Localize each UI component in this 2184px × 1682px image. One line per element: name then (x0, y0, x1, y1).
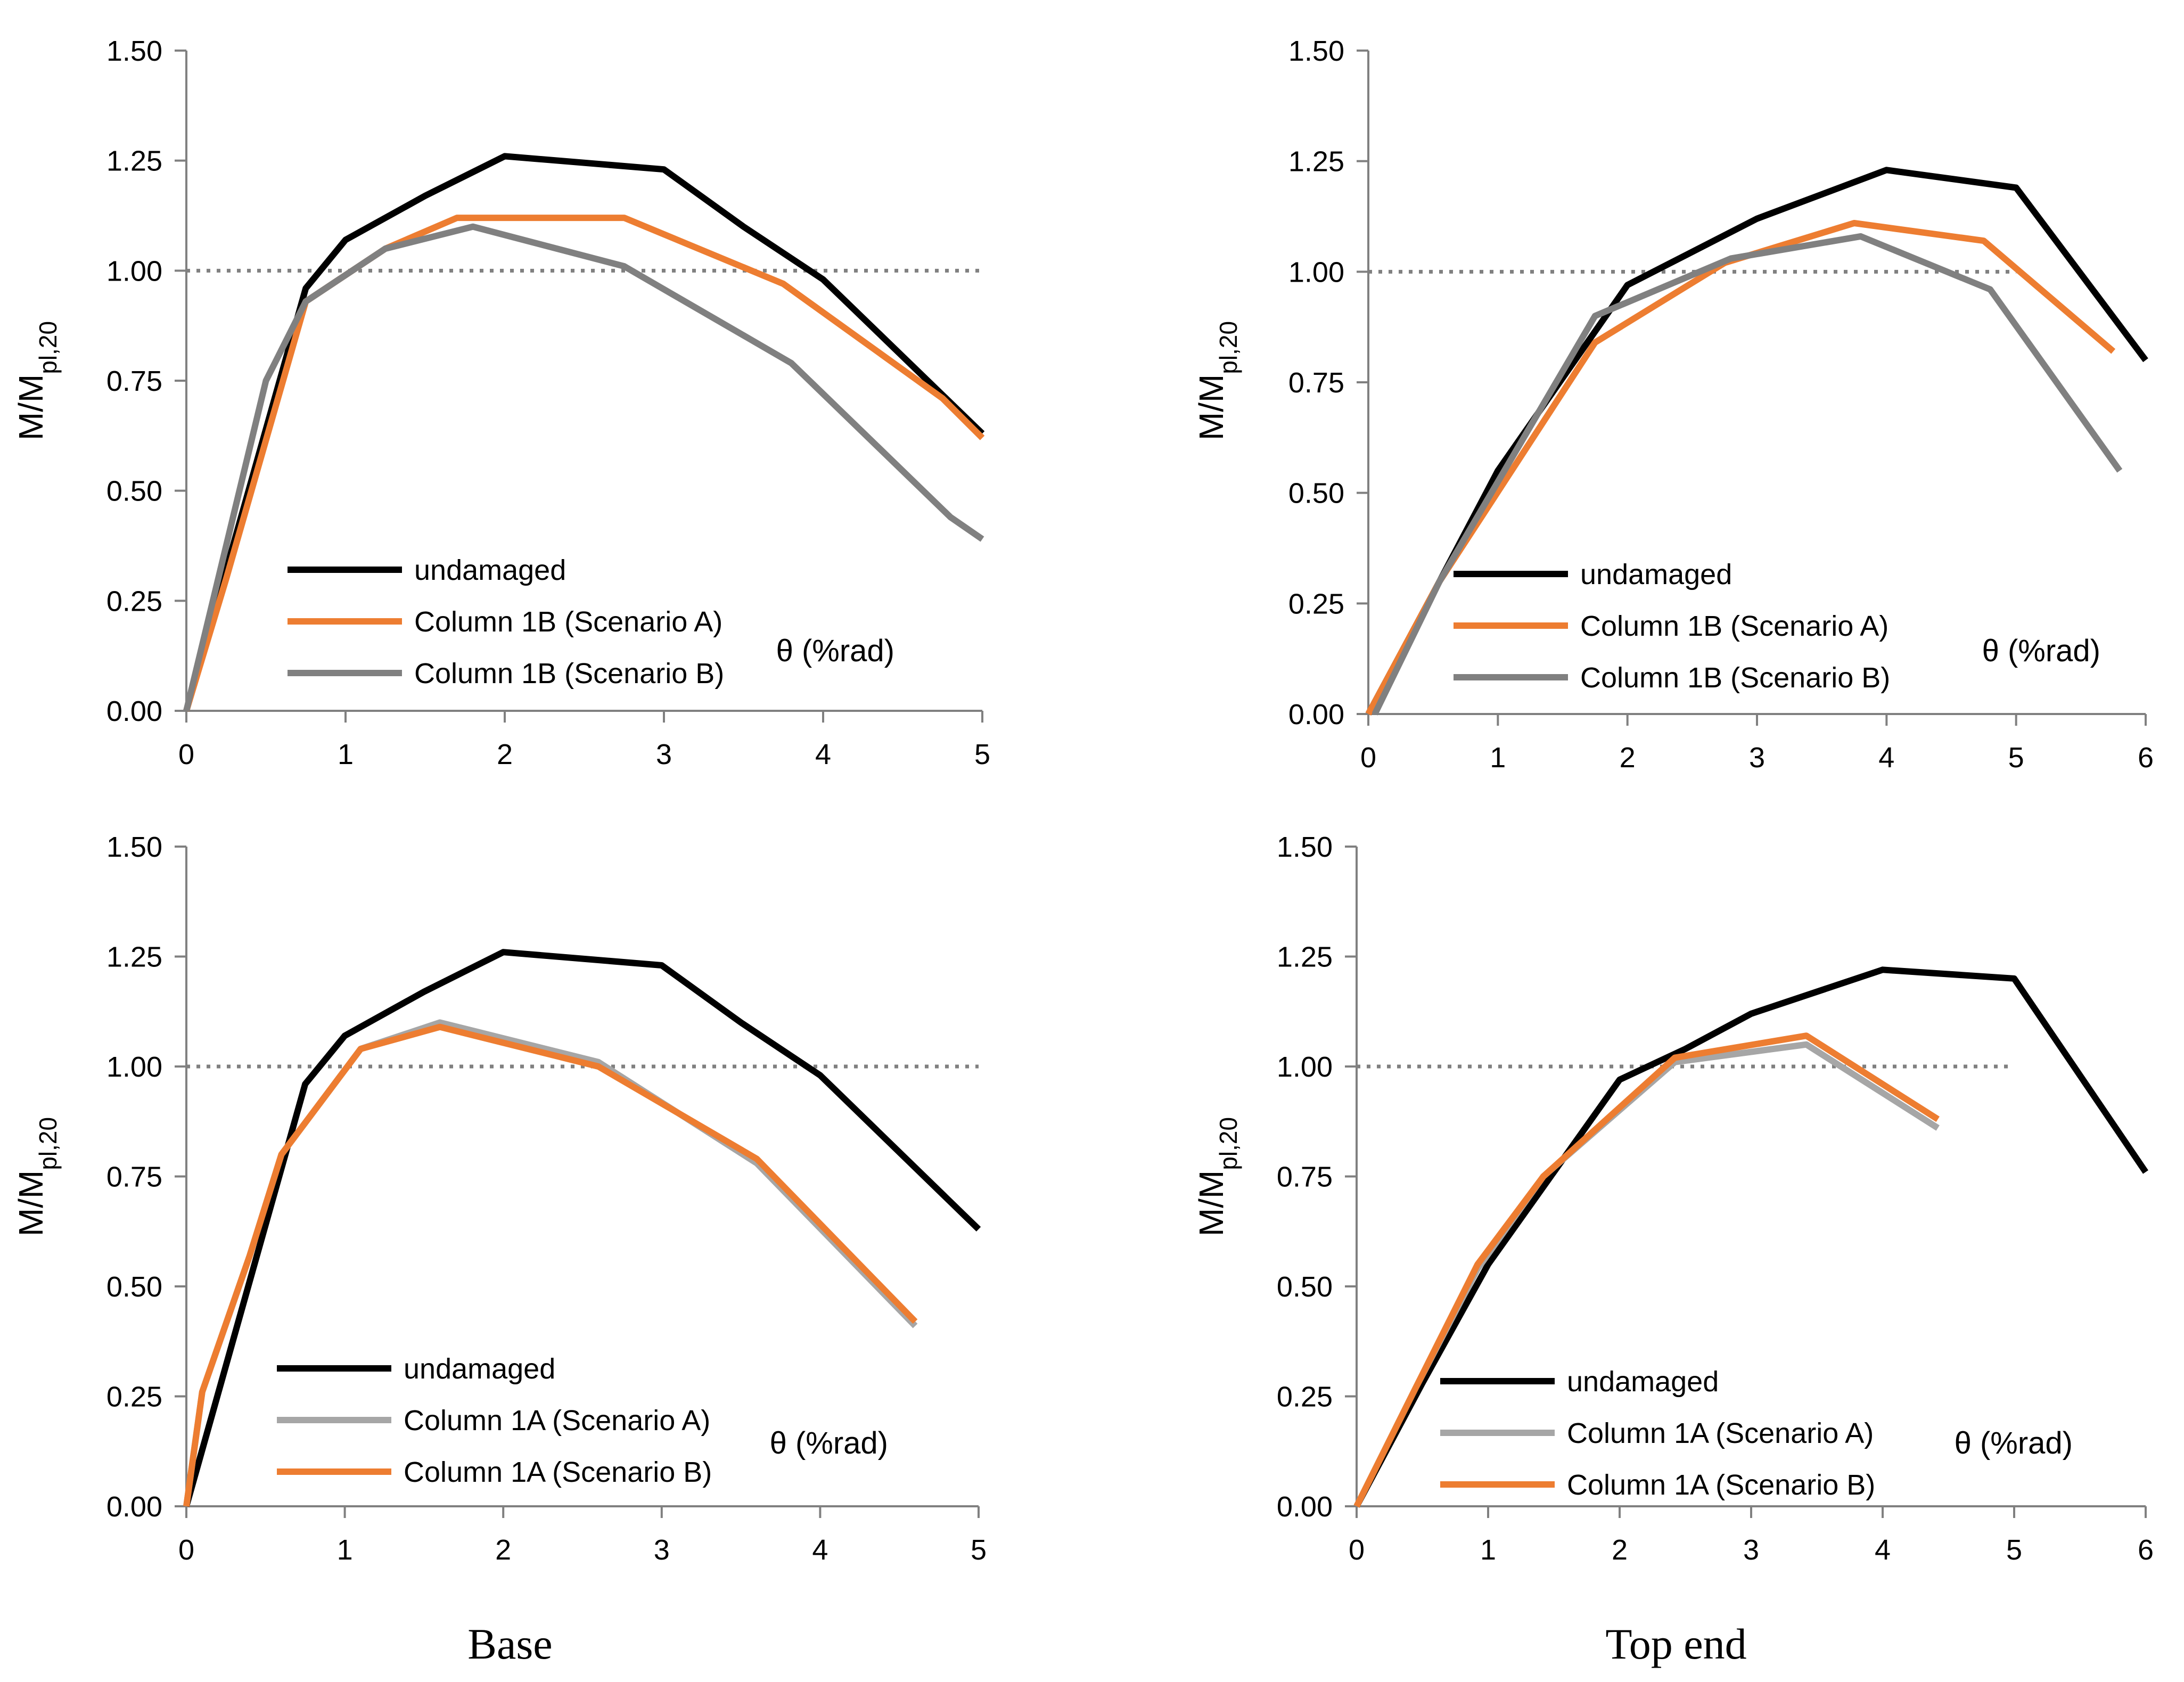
charts-root: 0.00 0.25 0.50 0.75 1.00 1.25 1.50 0 1 2 3 4 5 undama… (12, 35, 2154, 1566)
y-tick-label: 1.50 (106, 831, 162, 863)
legend-label: undamaged (414, 554, 566, 586)
series-line-0 (1353, 966, 2148, 1508)
legend-label: Column 1A (Scenario A) (404, 1405, 710, 1437)
y-tick-label: 0.25 (106, 585, 162, 617)
x-tick-label: 0 (178, 1534, 194, 1566)
y-tick-label: 0.50 (1277, 1271, 1333, 1303)
x-tick-label: 0 (178, 739, 194, 770)
x-tick-label: 5 (2006, 1534, 2022, 1566)
y-tick-label: 1.50 (1277, 831, 1333, 863)
x-tick-label: 4 (1878, 742, 1894, 774)
series-line-2 (1353, 1032, 1940, 1508)
y-tick-label: 0.50 (106, 475, 162, 507)
y-axis-label-subscript: pl,20 (1214, 321, 1242, 374)
y-tick-label: 1.50 (1288, 35, 1344, 67)
y-tick-label: 0.75 (106, 365, 162, 397)
x-tick-label: 5 (971, 1534, 987, 1566)
x-tick-label: 3 (654, 1534, 670, 1566)
x-tick-label: 2 (497, 739, 513, 770)
x-axis-label: θ (%rad) (770, 1426, 888, 1461)
y-tick-label: 0.00 (1277, 1491, 1333, 1523)
x-axis-label: θ (%rad) (1982, 634, 2100, 668)
x-tick-label: 4 (812, 1534, 828, 1566)
y-tick-label: 0.50 (1288, 478, 1344, 510)
legend-label: undamaged (1567, 1366, 1719, 1398)
y-tick-label: 0.25 (1288, 588, 1344, 620)
y-tick-label: 1.00 (106, 255, 162, 287)
legend-label: Column 1B (Scenario A) (414, 606, 722, 638)
legend-label: Column 1A (Scenario B) (404, 1456, 712, 1488)
y-tick-label: 0.25 (106, 1381, 162, 1413)
chart-top-right: 0.00 0.25 0.50 0.75 1.00 1.25 1.50 0 1 2 3 4 5 6 undam… (1192, 35, 2154, 774)
x-tick-label: 3 (1743, 1534, 1759, 1566)
x-tick-label: 4 (815, 739, 831, 770)
y-tick-label: 0.75 (106, 1161, 162, 1193)
x-tick-label: 0 (1360, 742, 1376, 774)
x-tick-label: 0 (1349, 1534, 1365, 1566)
legend-label: undamaged (404, 1353, 555, 1385)
y-tick-label: 0.00 (1288, 699, 1344, 731)
caption-top-end: Top end (1605, 1620, 1746, 1668)
x-axis-label: θ (%rad) (776, 634, 894, 668)
x-tick-label: 1 (338, 739, 354, 770)
y-tick-label: 1.00 (1288, 256, 1344, 288)
y-tick-label: 0.75 (1288, 367, 1344, 399)
y-tick-label: 1.00 (106, 1051, 162, 1083)
x-tick-label: 1 (1480, 1534, 1496, 1566)
legend-label: Column 1B (Scenario A) (1580, 610, 1889, 642)
chart-top-left: 0.00 0.25 0.50 0.75 1.00 1.25 1.50 0 1 2 3 4 5 undama… (12, 35, 990, 770)
series-line-2 (1372, 233, 2123, 716)
legend-label: undamaged (1580, 559, 1732, 590)
legend-label: Column 1A (Scenario A) (1567, 1417, 1874, 1449)
series-line-0 (183, 949, 981, 1507)
y-axis-label-subscript: pl,20 (1214, 1117, 1242, 1170)
y-tick-label: 0.75 (1277, 1161, 1333, 1193)
x-tick-label: 6 (2138, 1534, 2154, 1566)
legend-label: Column 1A (Scenario B) (1567, 1469, 1875, 1501)
y-tick-label: 0.25 (1277, 1381, 1333, 1413)
x-tick-label: 4 (1875, 1534, 1891, 1566)
x-tick-label: 2 (1612, 1534, 1628, 1566)
x-tick-label: 2 (1620, 742, 1636, 774)
y-axis-label-subscript: pl,20 (34, 321, 62, 374)
x-tick-label: 6 (2138, 742, 2154, 774)
x-tick-label: 5 (974, 739, 990, 770)
y-tick-label: 1.00 (1277, 1051, 1333, 1083)
caption-base: Base (467, 1620, 552, 1668)
x-tick-label: 5 (2008, 742, 2024, 774)
series-line-2 (183, 1023, 918, 1507)
legend-label: Column 1B (Scenario B) (414, 658, 724, 690)
legend-label: Column 1B (Scenario B) (1580, 662, 1890, 694)
chart-bottom-left: 0.00 0.25 0.50 0.75 1.00 1.25 1.50 0 1 2 3 4 5 undama… (12, 831, 987, 1566)
x-tick-label: 2 (495, 1534, 511, 1566)
x-tick-label: 1 (337, 1534, 353, 1566)
y-axis-label-subscript: pl,20 (34, 1117, 62, 1170)
x-axis-label: θ (%rad) (1955, 1426, 2073, 1461)
y-tick-label: 0.00 (106, 1491, 162, 1523)
x-tick-label: 1 (1490, 742, 1506, 774)
x-tick-label: 3 (1749, 742, 1765, 774)
y-tick-label: 0.50 (106, 1271, 162, 1303)
series-line-2 (183, 223, 984, 712)
y-tick-label: 1.25 (106, 145, 162, 177)
y-tick-label: 1.25 (1277, 941, 1333, 973)
y-tick-label: 1.25 (1288, 146, 1344, 178)
y-tick-label: 0.00 (106, 695, 162, 727)
y-tick-label: 1.50 (106, 35, 162, 67)
y-tick-label: 1.25 (106, 941, 162, 973)
x-tick-label: 3 (656, 739, 672, 770)
series-line-0 (183, 153, 985, 712)
series-line-1 (183, 215, 985, 712)
